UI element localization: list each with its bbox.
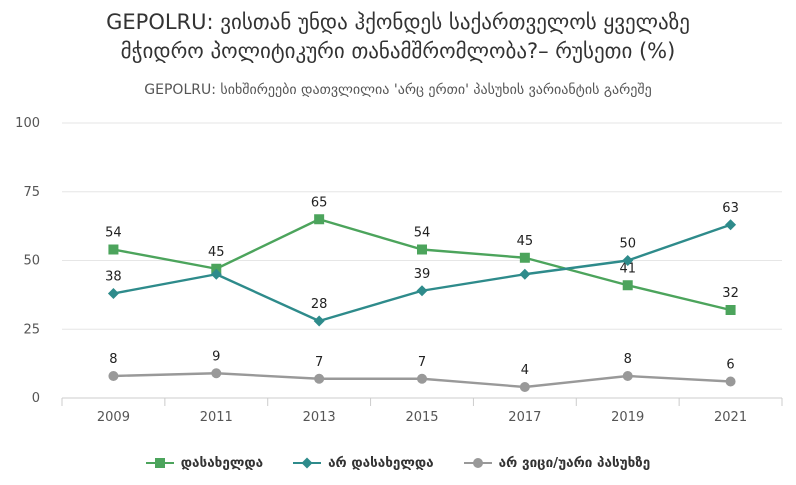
data-point-s2-2013 bbox=[314, 373, 325, 384]
legend-item-1[interactable]: არ დასახელდა bbox=[293, 455, 434, 471]
data-label-s0-2015: 54 bbox=[414, 226, 431, 241]
legend-item-2[interactable]: არ ვიცი/უარი პასუხზე bbox=[463, 455, 651, 471]
y-tick-label-75: 75 bbox=[23, 185, 40, 200]
y-tick-label-25: 25 bbox=[23, 322, 40, 337]
x-tick-label-2015: 2015 bbox=[405, 410, 438, 425]
data-point-s2-2017 bbox=[519, 382, 530, 392]
data-label-s0-2013: 65 bbox=[311, 195, 328, 210]
data-label-s1-2019: 50 bbox=[619, 237, 636, 252]
chart-title-line1: GEPOLRU: ვისთან უნდა ჰქონდეს საქართველოს… bbox=[106, 10, 690, 34]
legend-label: არ ვიცი/უარი პასუხზე bbox=[498, 455, 651, 471]
chart-subtitle: GEPOLRU: სიხშირეები დათვლილია 'არც ერთი'… bbox=[144, 82, 652, 98]
data-label-s0-2017: 45 bbox=[517, 234, 534, 249]
data-point-s1-2013 bbox=[313, 315, 325, 327]
x-tick-label-2019: 2019 bbox=[611, 410, 644, 425]
data-label-s2-2019: 8 bbox=[624, 352, 632, 367]
data-label-s1-2015: 39 bbox=[414, 267, 431, 282]
legend-symbol-circle bbox=[463, 458, 492, 468]
data-label-s2-2011: 9 bbox=[212, 349, 220, 364]
data-label-s2-2017: 4 bbox=[521, 363, 529, 378]
legend-symbol-diamond bbox=[293, 457, 322, 469]
data-point-s2-2021 bbox=[725, 376, 736, 387]
x-tick-label-2009: 2009 bbox=[97, 410, 130, 425]
data-point-s1-2021 bbox=[725, 219, 737, 231]
data-label-s0-2021: 32 bbox=[722, 286, 739, 301]
data-label-s2-2021: 6 bbox=[726, 358, 734, 373]
data-point-s0-2019 bbox=[622, 280, 633, 291]
legend-label: დასახელდა bbox=[180, 455, 264, 471]
data-point-s0-2017 bbox=[519, 252, 530, 263]
legend: დასახელდა არ დასახელდა არ ვიცი/უარი პასუხზ… bbox=[0, 455, 796, 471]
x-tick-label-2021: 2021 bbox=[714, 410, 747, 425]
data-point-s1-2019 bbox=[622, 255, 634, 266]
data-point-s0-2013 bbox=[314, 214, 325, 225]
data-point-s0-2009 bbox=[108, 244, 119, 255]
data-point-s1-2015 bbox=[416, 285, 428, 297]
data-label-s2-2013: 7 bbox=[315, 355, 323, 370]
chart-title: GEPOLRU: ვისთან უნდა ჰქონდეს საქართველოს… bbox=[0, 8, 796, 66]
y-tick-label-100: 100 bbox=[15, 116, 40, 131]
x-tick-label-2013: 2013 bbox=[303, 410, 336, 425]
legend-item-0[interactable]: დასახელდა bbox=[145, 455, 264, 471]
y-tick-label-0: 0 bbox=[32, 391, 40, 406]
data-point-s1-2009 bbox=[107, 288, 119, 299]
chart-title-line2: მჭიდრო პოლიტიკური თანამშრომლობა?– რუსეთი… bbox=[120, 39, 676, 63]
legend-symbol-square bbox=[145, 458, 174, 468]
data-label-s0-2019: 41 bbox=[619, 261, 636, 276]
data-point-s2-2019 bbox=[622, 371, 633, 381]
data-label-s1-2009: 38 bbox=[105, 270, 122, 285]
data-label-s1-2021: 63 bbox=[722, 201, 739, 216]
data-label-s0-2009: 54 bbox=[105, 226, 122, 241]
data-point-s0-2015 bbox=[417, 244, 427, 255]
data-point-s1-2017 bbox=[519, 268, 531, 280]
data-point-s1-2011 bbox=[210, 268, 222, 280]
x-tick-label-2011: 2011 bbox=[200, 410, 233, 425]
data-label-s0-2011: 45 bbox=[208, 245, 225, 260]
data-label-s2-2015: 7 bbox=[418, 355, 426, 370]
x-tick-label-2017: 2017 bbox=[508, 410, 541, 425]
data-point-s2-2015 bbox=[417, 373, 427, 384]
legend-label: არ დასახელდა bbox=[328, 455, 434, 471]
data-label-s2-2009: 8 bbox=[109, 352, 117, 367]
line-chart: 0 25 50 75 100 2009 2011 2013 2015 2017 2019 2021 54… bbox=[15, 116, 783, 425]
data-point-s0-2021 bbox=[725, 305, 736, 315]
data-label-s1-2013: 28 bbox=[311, 297, 328, 312]
data-point-s2-2009 bbox=[108, 371, 119, 381]
data-point-s2-2011 bbox=[211, 368, 222, 379]
y-tick-label-50: 50 bbox=[23, 254, 40, 269]
